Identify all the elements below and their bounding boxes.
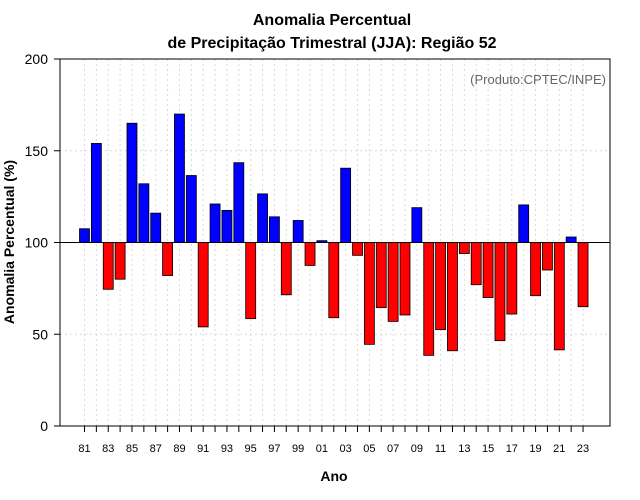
x-tick-label-85: 85 bbox=[126, 443, 138, 455]
bar-09 bbox=[411, 207, 423, 243]
y-tick-label-4: 200 bbox=[25, 51, 49, 67]
x-tick-label-17: 17 bbox=[506, 443, 518, 455]
bar-85 bbox=[126, 122, 138, 243]
bar-94 bbox=[233, 162, 245, 243]
x-tick-label-03: 03 bbox=[340, 443, 352, 455]
bar-00 bbox=[304, 242, 316, 266]
bar-13 bbox=[458, 242, 470, 254]
bar-88 bbox=[162, 242, 173, 276]
bar-02 bbox=[328, 242, 340, 319]
x-tick-label-19: 19 bbox=[529, 443, 541, 455]
bar-04 bbox=[352, 242, 363, 256]
x-tick-label-93: 93 bbox=[221, 443, 233, 455]
y-tick-label-3: 150 bbox=[25, 143, 49, 159]
bar-84 bbox=[114, 242, 126, 280]
bar-96 bbox=[257, 193, 268, 243]
bar-20 bbox=[542, 242, 553, 271]
x-tick-label-97: 97 bbox=[268, 443, 280, 455]
bar-99 bbox=[292, 220, 304, 243]
bar-19 bbox=[530, 242, 541, 297]
bar-07 bbox=[387, 242, 399, 322]
bar-92 bbox=[209, 203, 221, 243]
bar-14 bbox=[470, 242, 482, 286]
bars bbox=[79, 113, 589, 356]
bar-98 bbox=[280, 242, 292, 296]
bar-16 bbox=[494, 242, 506, 342]
bar-97 bbox=[269, 216, 280, 243]
x-tick-label-91: 91 bbox=[197, 443, 209, 455]
x-tick-label-09: 09 bbox=[411, 443, 423, 455]
bar-89 bbox=[174, 113, 185, 243]
bar-86 bbox=[138, 183, 150, 243]
x-tick-label-95: 95 bbox=[245, 443, 257, 455]
x-axis: 81 83 85 87 89 91 93 95 97 99 01 03 05 07 09 11 13 15 17 19… bbox=[78, 426, 589, 455]
x-tick-label-05: 05 bbox=[363, 443, 375, 455]
bar-11 bbox=[435, 242, 447, 331]
y-tick-label-1: 50 bbox=[32, 326, 48, 342]
x-tick-label-99: 99 bbox=[292, 443, 304, 455]
y-tick-label-2: 100 bbox=[25, 235, 49, 251]
bar-91 bbox=[197, 242, 209, 328]
x-tick-label-89: 89 bbox=[173, 443, 185, 455]
bar-08 bbox=[399, 242, 411, 316]
bar-93 bbox=[221, 209, 233, 243]
x-tick-label-15: 15 bbox=[482, 443, 494, 455]
y-tick-label-0: 0 bbox=[40, 418, 48, 434]
x-tick-label-21: 21 bbox=[553, 443, 565, 455]
bar-90 bbox=[185, 175, 197, 243]
bar-05 bbox=[363, 242, 375, 345]
y-axis: 0 50 100 150 200 bbox=[25, 51, 60, 434]
x-tick-label-07: 07 bbox=[387, 443, 399, 455]
bar-15 bbox=[482, 242, 494, 298]
x-tick-label-87: 87 bbox=[150, 443, 162, 455]
bar-21 bbox=[553, 242, 565, 351]
chart-title-line-1: Anomalia Percentual bbox=[253, 12, 411, 29]
bar-83 bbox=[102, 242, 114, 290]
grid bbox=[60, 58, 610, 427]
bar-82 bbox=[90, 143, 102, 243]
bar-03 bbox=[340, 167, 352, 243]
bar-10 bbox=[423, 242, 435, 356]
bar-18 bbox=[518, 204, 530, 243]
bar-06 bbox=[375, 242, 387, 309]
x-tick-label-81: 81 bbox=[78, 443, 90, 455]
x-axis-label: Ano bbox=[320, 468, 347, 484]
bar-17 bbox=[506, 242, 518, 315]
bar-81 bbox=[79, 228, 90, 243]
source-label: (Produto:CPTEC/INPE) bbox=[470, 72, 606, 87]
x-tick-label-13: 13 bbox=[458, 443, 470, 455]
y-axis-label: Anomalia Percentual (%) bbox=[1, 160, 17, 324]
x-tick-label-01: 01 bbox=[316, 443, 328, 455]
bar-23 bbox=[577, 242, 589, 308]
chart-title-line-2: de Precipitação Trimestral (JJA): Região… bbox=[167, 35, 496, 52]
x-tick-label-11: 11 bbox=[435, 443, 446, 455]
x-tick-label-23: 23 bbox=[577, 443, 589, 455]
bar-95 bbox=[245, 242, 257, 320]
bar-12 bbox=[447, 242, 458, 352]
bar-87 bbox=[150, 212, 162, 243]
bar-22 bbox=[565, 236, 577, 243]
x-tick-label-83: 83 bbox=[102, 443, 114, 455]
